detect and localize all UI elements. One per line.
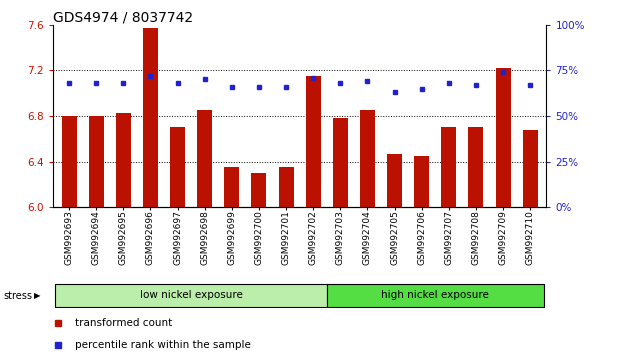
Bar: [468, 127, 483, 207]
Bar: [55, 285, 327, 307]
Bar: [224, 167, 239, 207]
Bar: [387, 154, 402, 207]
Bar: [89, 116, 104, 207]
Text: percentile rank within the sample: percentile rank within the sample: [75, 339, 251, 350]
Text: ▶: ▶: [34, 291, 40, 300]
Text: low nickel exposure: low nickel exposure: [140, 290, 243, 300]
Bar: [116, 113, 131, 207]
Bar: [442, 127, 456, 207]
Bar: [360, 110, 375, 207]
Bar: [333, 118, 348, 207]
Bar: [170, 127, 185, 207]
Bar: [279, 167, 294, 207]
Bar: [306, 76, 320, 207]
Bar: [523, 130, 538, 207]
Bar: [197, 110, 212, 207]
Bar: [61, 116, 76, 207]
Bar: [143, 28, 158, 207]
Bar: [327, 285, 544, 307]
Bar: [414, 156, 429, 207]
Text: transformed count: transformed count: [75, 318, 172, 329]
Text: GDS4974 / 8037742: GDS4974 / 8037742: [53, 11, 193, 25]
Bar: [252, 173, 266, 207]
Text: high nickel exposure: high nickel exposure: [381, 290, 489, 300]
Text: stress: stress: [3, 291, 32, 301]
Bar: [496, 68, 510, 207]
